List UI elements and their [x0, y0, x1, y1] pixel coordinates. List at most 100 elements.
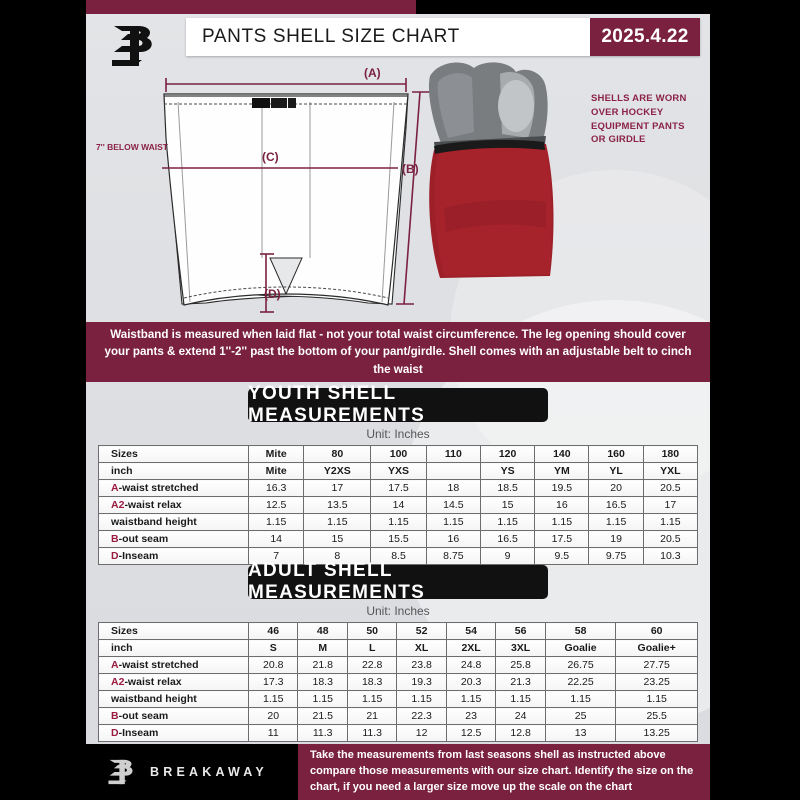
row-label: A2-waist relax [98, 496, 249, 514]
dimension-label-b: (B) [402, 162, 419, 176]
dimension-label-c: (C) [262, 150, 279, 164]
row-label-prefix: A [111, 482, 119, 494]
table-cell: 25 [544, 707, 617, 725]
table-cell: 1.15 [396, 690, 447, 708]
table-cell: 20.3 [445, 673, 497, 691]
table-cell: 140 [534, 445, 590, 463]
table-cell: 22.3 [396, 707, 447, 725]
below-waist-label: 7'' BELOW WAIST [95, 142, 168, 152]
table-cell: 17 [642, 496, 699, 514]
photo-annotation: SHELLS ARE WORN OVER HOCKEY EQUIPMENT PA… [591, 93, 687, 146]
table-cell: 1.15 [642, 513, 699, 531]
row-label: D-Inseam [98, 724, 249, 742]
table-cell: Goalie [544, 639, 617, 657]
right-black-edge [796, 0, 800, 800]
footer-note: Take the measurements from last seasons … [298, 744, 710, 800]
table-cell: 1.15 [479, 513, 536, 531]
table-cell: 9 [479, 547, 536, 565]
row-label-prefix: A [111, 659, 119, 671]
shell-technical-drawing [162, 78, 430, 313]
row-label-prefix: A2 [111, 499, 125, 511]
row-label: A2-waist relax [98, 673, 249, 691]
table-cell: 9.75 [588, 547, 644, 565]
table-cell: 17 [303, 479, 372, 497]
top-strip-maroon [86, 0, 416, 14]
table-cell: 16 [534, 496, 590, 514]
youth-section: YOUTH SHELL MEASUREMENTS Unit: Inches Si… [86, 383, 710, 565]
title-bar: PANTS SHELL SIZE CHART 2025.4.22 [186, 18, 700, 56]
table-cell: 12.8 [495, 724, 546, 742]
table-cell: 50 [346, 622, 398, 640]
table-cell: 1.15 [588, 513, 644, 531]
adult-unit-label: Unit: Inches [366, 604, 430, 618]
table-cell: L [346, 639, 398, 657]
top-color-strip [86, 0, 710, 14]
table-cell: 10.3 [642, 547, 699, 565]
table-cell: 17.3 [247, 673, 299, 691]
table-cell: 110 [425, 445, 481, 463]
table-cell: 11 [247, 724, 299, 742]
table-row: inch Mite Y2XS YXS YS YM YL YXL [98, 462, 699, 480]
row-label: Sizes [98, 445, 249, 463]
table-cell: 21.3 [495, 673, 546, 691]
table-cell: 1.15 [425, 513, 481, 531]
table-cell: 20 [588, 479, 644, 497]
row-label-prefix: D [111, 727, 119, 739]
breakaway-b-logo-icon [108, 759, 133, 785]
page-footer: BREAKAWAY Take the measurements from las… [86, 744, 710, 800]
table-row: D-Inseam 11 11.3 11.3 12 12.5 12.8 13 13.25 [98, 724, 698, 742]
table-cell: 1.15 [534, 513, 590, 531]
table-cell: 18.3 [346, 673, 398, 691]
table-cell: 18 [425, 479, 481, 497]
table-cell: 14.5 [425, 496, 481, 514]
table-cell: 22.8 [346, 656, 398, 674]
row-label: D-Inseam [98, 547, 249, 565]
table-cell: YM [534, 462, 590, 480]
table-row: waistband height 1.15 1.15 1.15 1.15 1.15 1.15… [98, 690, 698, 708]
table-cell: 11.3 [346, 724, 398, 742]
table-cell: 17.5 [534, 530, 590, 548]
table-cell: 15.5 [370, 530, 427, 548]
table-cell: 1.15 [303, 513, 372, 531]
table-cell: Mite [247, 462, 305, 480]
row-label: waistband height [98, 513, 249, 531]
table-cell: 17.5 [370, 479, 427, 497]
row-label: A-waist stretched [98, 479, 249, 497]
table-cell: 12.5 [247, 496, 305, 514]
dimension-label-a: (A) [364, 66, 381, 80]
table-cell: 52 [396, 622, 447, 640]
table-cell: 21 [346, 707, 398, 725]
table-cell: 11.3 [297, 724, 348, 742]
table-cell: 20 [247, 707, 299, 725]
adult-section: ADULT SHELL MEASUREMENTS Unit: Inches Si… [86, 560, 710, 742]
table-cell: 1.15 [346, 690, 398, 708]
row-label-prefix: B [111, 533, 119, 545]
table-cell: 15 [303, 530, 372, 548]
table-cell: 12 [396, 724, 447, 742]
table-cell: YXS [370, 462, 427, 480]
table-cell: Goalie+ [615, 639, 698, 657]
table-cell: 3XL [495, 639, 546, 657]
table-cell: 16.5 [479, 530, 536, 548]
table-cell: YS [479, 462, 536, 480]
table-row: A2-waist relax 17.3 18.3 18.3 19.3 20.3 21.3 22… [98, 673, 698, 691]
table-cell: 14 [247, 530, 305, 548]
table-cell: 48 [297, 622, 348, 640]
row-label: Sizes [98, 622, 249, 640]
table-cell: 19 [588, 530, 644, 548]
table-cell: XL [396, 639, 447, 657]
table-cell: 9.5 [534, 547, 590, 565]
table-row: Sizes Mite 80 100 110 120 140 160 180 [98, 445, 699, 463]
table-cell: 60 [615, 622, 698, 640]
table-cell: 1.15 [370, 513, 427, 531]
row-label: waistband height [98, 690, 249, 708]
table-row: B-out seam 20 21.5 21 22.3 23 24 25 25.5 [98, 707, 698, 725]
table-cell: 19.5 [534, 479, 590, 497]
table-cell: 1.15 [247, 690, 299, 708]
table-cell: 21.8 [297, 656, 348, 674]
table-row: waistband height 1.15 1.15 1.15 1.15 1.15 1.15… [98, 513, 699, 531]
adult-size-table: Sizes 46 48 50 52 54 56 58 60 inch S M L XL 2XL 3XL Goal… [98, 622, 698, 742]
table-row: B-out seam 14 15 15.5 16 16.5 17.5 19 20.5 [98, 530, 699, 548]
table-cell: 23.8 [396, 656, 447, 674]
